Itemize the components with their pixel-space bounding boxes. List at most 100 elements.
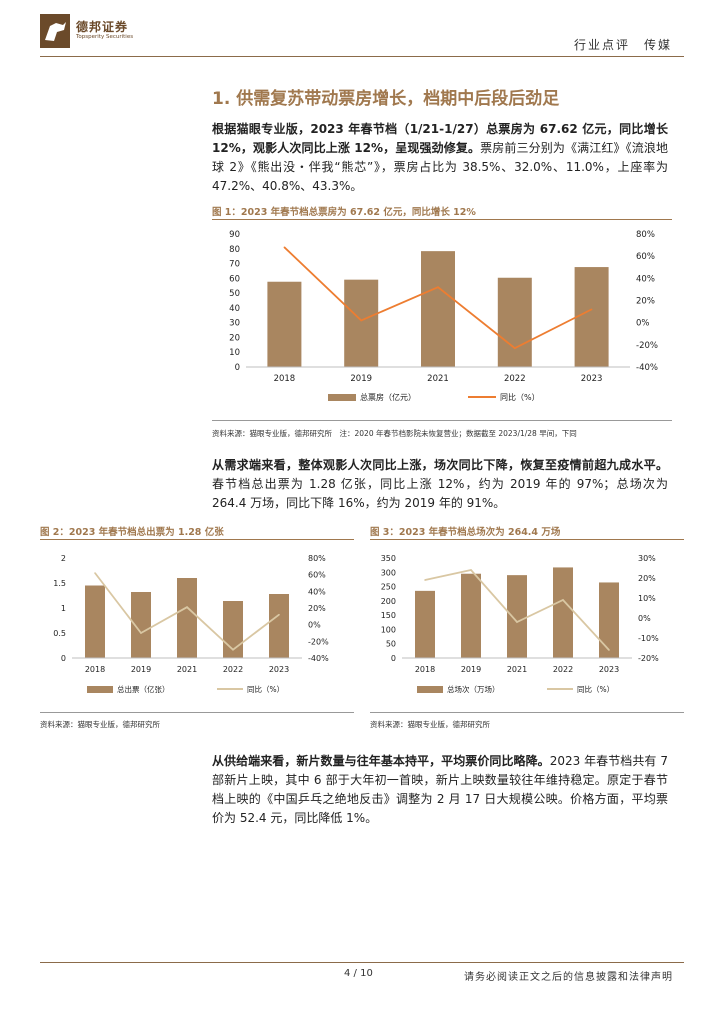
y-left-tick-label: 80 [229, 245, 240, 255]
y-left-tick-label: 50 [386, 640, 396, 649]
y-right-tick-label: 60% [308, 571, 326, 580]
bar [574, 267, 609, 367]
yoy-point [360, 319, 362, 322]
x-tick-label: 2021 [507, 665, 527, 674]
yoy-point [590, 308, 593, 311]
x-tick-label: 2021 [427, 374, 449, 384]
paragraph-body: 2023 年春节档共有 7 部新片上映，其中 6 部于大年初一首映，新片上映数量… [212, 754, 668, 825]
x-tick-label: 2022 [504, 374, 526, 384]
yoy-point [278, 613, 280, 616]
figure-3-bottom-rule [370, 712, 684, 713]
footer-divider [40, 962, 684, 963]
y-right-tick-label: 40% [636, 274, 655, 284]
yoy-point [514, 347, 516, 349]
x-tick-label: 2018 [274, 374, 296, 384]
figure-2-source: 资料来源：猫眼专业版，德邦研究所 [40, 720, 160, 729]
y-left-tick-label: 150 [381, 611, 396, 620]
logo-company-name: 德邦证券 [76, 20, 129, 34]
y-left-tick-label: 50 [229, 289, 240, 299]
bar [177, 578, 197, 658]
legend-line-label: 同比（%） [577, 684, 614, 694]
x-tick-label: 2023 [269, 665, 289, 674]
yoy-point [424, 579, 426, 581]
company-logo-icon [40, 14, 70, 48]
figure-3-title: 图 3：2023 年春节档总场次为 264.4 万场 [370, 527, 561, 538]
x-tick-label: 2019 [461, 665, 481, 674]
y-left-tick-label: 250 [381, 583, 396, 592]
legend-line-label: 同比（%） [247, 684, 284, 694]
yoy-point [140, 632, 142, 634]
bar [267, 281, 302, 367]
figure-1-title: 图 1：2023 年春节档总票房为 67.62 亿元，同比增长 12% [212, 207, 476, 218]
x-tick-label: 2021 [177, 665, 197, 674]
y-right-tick-label: 20% [636, 297, 655, 307]
y-right-tick-label: -40% [308, 654, 329, 663]
y-right-tick-label: 0% [308, 621, 321, 630]
y-left-tick-label: 20 [229, 333, 240, 343]
y-right-tick-label: 0% [636, 319, 650, 329]
yoy-point [608, 649, 610, 651]
footer-disclaimer: 请务必阅读正文之后的信息披露和法律声明 [464, 972, 673, 983]
figure-3-source: 资料来源：猫眼专业版，德邦研究所 [370, 720, 490, 729]
y-left-tick-label: 10 [229, 348, 240, 358]
x-tick-label: 2022 [553, 665, 573, 674]
figure-2-title: 图 2：2023 年春节档总出票为 1.28 亿张 [40, 527, 224, 538]
y-right-tick-label: 60% [636, 252, 655, 262]
y-left-tick-label: 0 [235, 363, 240, 373]
yoy-point [232, 648, 234, 651]
y-right-tick-label: 10% [638, 594, 656, 603]
bar [421, 251, 455, 367]
x-tick-label: 2019 [131, 665, 151, 674]
page-number: 4 / 10 [344, 968, 373, 979]
figure-1-chart: 0 10 20 30 40 50 60 70 80 90 -40% -20% 0% 20% 40% 60% 80… [229, 230, 658, 402]
report-category: 行业点评 传媒 [573, 38, 672, 52]
y-left-tick-label: 60 [229, 274, 240, 284]
legend-bar-swatch [417, 686, 443, 693]
y-right-tick-label: 80% [308, 554, 326, 563]
x-tick-label: 2018 [415, 665, 435, 674]
bar [223, 601, 243, 658]
yoy-point [470, 569, 472, 571]
bar [497, 277, 532, 367]
x-tick-label: 2019 [350, 374, 372, 384]
yoy-point [186, 606, 188, 608]
y-left-tick-label: 350 [381, 554, 396, 563]
y-left-tick-label: 300 [381, 568, 396, 577]
y-left-tick-label: 200 [381, 597, 396, 606]
x-tick-label: 2022 [223, 665, 243, 674]
legend-bar-swatch [328, 394, 356, 401]
paragraph-demand: 从需求端来看，整体观影人次同比上涨，场次同比下降，恢复至疫情前超九成水平。春节档… [212, 456, 668, 513]
paragraph-supply: 从供给端来看，新片数量与往年基本持平，平均票价同比略降。2023 年春节档共有 … [212, 752, 668, 828]
logo-company-name-en: Topsperity Securities [76, 34, 134, 40]
y-left-tick-label: 0.5 [53, 629, 66, 638]
header-divider [40, 56, 684, 57]
y-left-tick-label: 0 [391, 654, 396, 663]
y-right-tick-label: -40% [636, 363, 658, 373]
y-right-tick-label: -20% [308, 637, 329, 646]
bar [269, 594, 289, 658]
bar [553, 567, 573, 658]
paragraph-lead: 从需求端来看，整体观影人次同比上涨，场次同比下降，恢复至疫情前超九成水平。 [212, 458, 668, 472]
x-tick-label: 2018 [85, 665, 105, 674]
yoy-point [94, 572, 96, 574]
legend-bar-label: 总票房（亿元） [360, 392, 416, 402]
paragraph-lead: 根据猫眼专业版，2023 年春节档（1/21-1/27）总票房为 67.62 亿… [212, 122, 668, 155]
bar [507, 575, 527, 658]
bar [461, 573, 481, 658]
y-right-tick-label: 40% [308, 587, 326, 596]
y-left-tick-label: 1.5 [53, 579, 66, 588]
y-left-tick-label: 30 [229, 319, 240, 329]
paragraph-body: 春节档总出票为 1.28 亿张，同比上涨 12%，约为 2019 年的 97%；… [212, 477, 668, 510]
x-tick-label: 2023 [599, 665, 619, 674]
y-right-tick-label: -20% [636, 341, 658, 351]
yoy-point [437, 286, 439, 288]
y-right-tick-label: -20% [638, 654, 659, 663]
y-left-tick-label: 2 [61, 554, 66, 563]
bar [85, 585, 105, 658]
y-left-tick-label: 40 [229, 304, 240, 314]
legend-line-label: 同比（%） [500, 392, 540, 402]
legend-bar-label: 总出票（亿张） [117, 684, 170, 694]
section-title: 1. 供需复苏带动票房增长，档期中后段后劲足 [212, 89, 560, 109]
y-left-tick-label: 1 [61, 604, 66, 613]
legend-bar-label: 总场次（万场） [447, 684, 500, 694]
